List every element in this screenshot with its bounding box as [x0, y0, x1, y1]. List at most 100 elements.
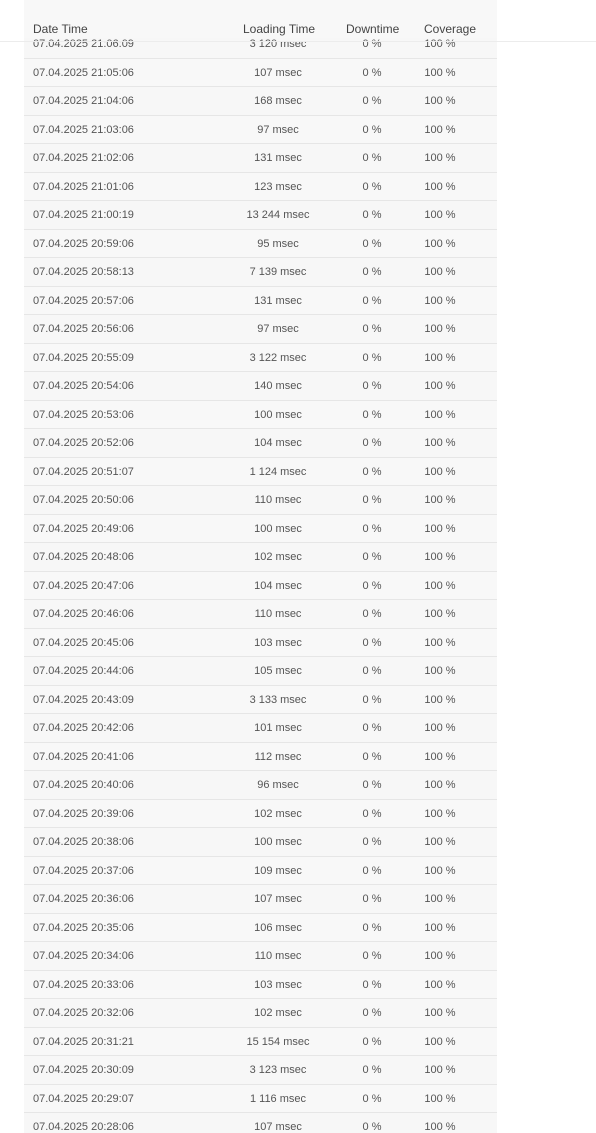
cell-coverage: 100 % [424, 66, 456, 79]
column-header-loading-time[interactable]: Loading Time [243, 22, 316, 36]
cell-loading-time: 97 msec [257, 323, 299, 335]
cell-coverage: 100 % [424, 152, 456, 164]
cell-coverage: 100 % [424, 123, 456, 136]
cell-loading-time: 102 msec [254, 807, 302, 820]
cell-date-time: 07.04.2025 20:43:09 [33, 693, 134, 706]
cell-coverage: 100 % [424, 608, 456, 620]
table-row: 07.04.2025 20:56:06 97 msec 0 % 100 % [24, 315, 497, 344]
cell-date-time: 07.04.2025 20:42:06 [33, 722, 134, 734]
cell-coverage: 100 % [424, 1121, 456, 1133]
cell-date-time: 07.04.2025 20:37:06 [33, 864, 134, 877]
cell-loading-time: 104 msec [254, 437, 302, 449]
cell-date-time: 07.04.2025 20:41:06 [33, 750, 134, 763]
cell-date-time: 07.04.2025 20:58:13 [33, 266, 134, 278]
cell-coverage: 100 % [424, 380, 456, 392]
cell-downtime: 0 % [362, 1064, 382, 1076]
cell-downtime: 0 % [362, 437, 382, 449]
cell-coverage: 100 % [424, 722, 456, 734]
cell-date-time: 07.04.2025 20:45:06 [33, 636, 134, 649]
cell-coverage: 100 % [424, 1092, 456, 1105]
cell-date-time: 07.04.2025 20:33:06 [33, 978, 134, 991]
cell-date-time: 07.04.2025 20:48:06 [33, 551, 134, 563]
column-header-downtime[interactable]: Downtime [346, 22, 400, 36]
cell-coverage: 100 % [424, 836, 456, 848]
cell-downtime: 0 % [362, 323, 382, 335]
cell-coverage: 100 % [424, 180, 456, 193]
cell-date-time: 07.04.2025 20:52:06 [33, 437, 134, 449]
cell-date-time: 07.04.2025 20:36:06 [33, 893, 134, 905]
cell-loading-time: 103 msec [254, 636, 302, 649]
cell-downtime: 0 % [362, 608, 382, 620]
cell-downtime: 0 % [362, 1121, 382, 1133]
cell-coverage: 100 % [424, 294, 456, 307]
cell-downtime: 0 % [362, 465, 382, 478]
column-header-coverage[interactable]: Coverage [424, 22, 477, 36]
cell-downtime: 0 % [362, 750, 382, 763]
cell-coverage: 100 % [424, 864, 456, 877]
cell-loading-time: 100 msec [254, 836, 302, 848]
cell-downtime: 0 % [362, 95, 382, 107]
cell-coverage: 100 % [424, 351, 456, 364]
cell-coverage: 100 % [424, 921, 456, 934]
table-row: 07.04.2025 20:43:09 3 133 msec 0 % 100 % [24, 685, 497, 714]
cell-coverage: 100 % [424, 522, 456, 535]
table-row: 07.04.2025 20:50:06 110 msec 0 % 100 % [24, 486, 497, 515]
cell-date-time: 07.04.2025 20:29:07 [33, 1092, 134, 1105]
cell-date-time: 07.04.2025 20:39:06 [33, 807, 134, 820]
cell-date-time: 07.04.2025 20:34:06 [33, 950, 134, 962]
cell-downtime: 0 % [362, 380, 382, 392]
cell-date-time: 07.04.2025 20:54:06 [33, 380, 134, 392]
cell-date-time: 07.04.2025 20:47:06 [33, 579, 134, 592]
column-header-date-time[interactable]: Date Time [33, 22, 88, 36]
cell-loading-time: 103 msec [254, 978, 302, 991]
cell-downtime: 0 % [362, 351, 382, 364]
cell-downtime: 0 % [362, 693, 382, 706]
cell-downtime: 0 % [362, 807, 382, 820]
cell-loading-time: 107 msec [254, 66, 302, 79]
cell-downtime: 0 % [362, 551, 382, 563]
table-row: 07.04.2025 20:57:06 131 msec 0 % 100 % [24, 286, 497, 315]
cell-downtime: 0 % [362, 294, 382, 307]
cell-downtime: 0 % [362, 579, 382, 592]
cell-loading-time: 106 msec [254, 921, 302, 934]
cell-loading-time: 168 msec [254, 95, 302, 107]
table-row: 07.04.2025 20:34:06 110 msec 0 % 100 % [24, 942, 497, 971]
cell-downtime: 0 % [362, 978, 382, 991]
cell-loading-time: 15 154 msec [246, 1035, 310, 1048]
cell-coverage: 100 % [424, 779, 456, 791]
table-row: 07.04.2025 20:48:06 102 msec 0 % 100 % [24, 543, 497, 572]
cell-coverage: 100 % [424, 95, 456, 107]
cell-coverage: 100 % [424, 209, 456, 221]
table-row: 07.04.2025 20:49:06 100 msec 0 % 100 % [24, 514, 497, 543]
cell-loading-time: 3 122 msec [249, 351, 307, 364]
cell-downtime: 0 % [362, 950, 382, 962]
cell-coverage: 100 % [424, 1064, 456, 1076]
cell-downtime: 0 % [362, 1035, 382, 1048]
cell-date-time: 07.04.2025 20:57:06 [33, 294, 134, 307]
table-row: 07.04.2025 21:01:06 123 msec 0 % 100 % [24, 172, 497, 201]
cell-loading-time: 97 msec [257, 123, 299, 136]
cell-downtime: 0 % [362, 66, 382, 79]
table-row: 07.04.2025 20:59:06 95 msec 0 % 100 % [24, 229, 497, 258]
cell-downtime: 0 % [362, 152, 382, 164]
table-row: 07.04.2025 20:46:06 110 msec 0 % 100 % [24, 600, 497, 629]
cell-date-time: 07.04.2025 21:03:06 [33, 123, 134, 136]
cell-coverage: 100 % [424, 1035, 456, 1048]
cell-loading-time: 3 133 msec [249, 693, 307, 706]
table-row: 07.04.2025 20:35:06 106 msec 0 % 100 % [24, 913, 497, 942]
cell-downtime: 0 % [362, 266, 382, 278]
cell-loading-time: 100 msec [254, 408, 302, 421]
cell-loading-time: 102 msec [254, 551, 302, 563]
table-row: 07.04.2025 20:55:09 3 122 msec 0 % 100 % [24, 343, 497, 372]
cell-coverage: 100 % [424, 266, 456, 278]
cell-date-time: 07.04.2025 20:53:06 [33, 408, 134, 421]
table-row: 07.04.2025 20:38:06 100 msec 0 % 100 % [24, 828, 497, 857]
cell-coverage: 100 % [424, 437, 456, 449]
cell-date-time: 07.04.2025 20:46:06 [33, 608, 134, 620]
table-row: 07.04.2025 20:37:06 109 msec 0 % 100 % [24, 856, 497, 885]
log-table-body[interactable]: 07.04.2025 21:06:09 3 120 msec 0 % 100 % 07.… [24, 30, 497, 1133]
cell-loading-time: 140 msec [254, 380, 302, 392]
table-row: 07.04.2025 20:58:13 7 139 msec 0 % 100 % [24, 258, 497, 287]
table-row: 07.04.2025 20:29:07 1 116 msec 0 % 100 % [24, 1084, 497, 1113]
